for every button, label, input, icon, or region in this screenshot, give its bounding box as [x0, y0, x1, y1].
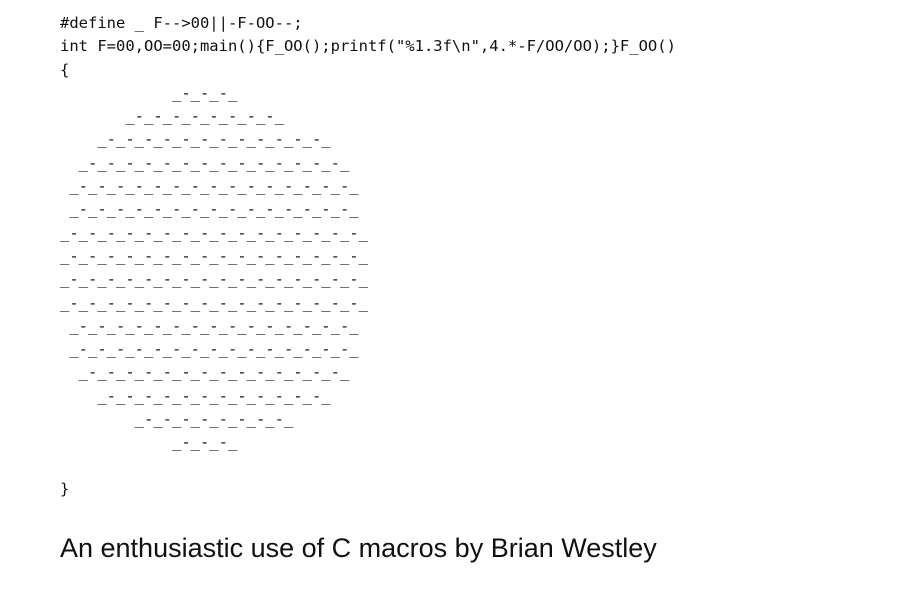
- code-line: _-_-_-_-_-_-_-_-_-_-_-_-_-_-_-_: [60, 340, 359, 359]
- code-line: #define _ F-->00||-F-OO--;: [60, 14, 303, 32]
- code-line: [60, 455, 676, 478]
- code-line: _-_-_-_-_-_-_-_-_-_-_-_-_-_-_-_-_: [60, 223, 368, 242]
- code-line: _-_-_-_: [60, 433, 238, 452]
- code-line: _-_-_-_-_-_-_-_-_: [60, 107, 284, 126]
- code-line: {: [60, 60, 70, 79]
- code-line: _-_-_-_-_-_-_-_-_-_-_-_-_-_-_: [60, 153, 350, 172]
- code-line: int F=00,OO=00;main(){F_OO();printf("%1.…: [60, 37, 676, 56]
- code-line: _-_-_-_-_-_-_-_-_-_-_-_-_-_-_-_-_: [60, 246, 368, 265]
- code-line: _-_-_-_-_-_-_-_-_-_-_-_-_-_-_: [60, 363, 350, 382]
- code-line: _-_-_-_-_-_-_-_-_-_-_-_-_: [60, 130, 331, 149]
- code-listing: #define _ F-->00||-F-OO--; int F=00,OO=00…: [60, 12, 676, 501]
- code-line: _-_-_-_-_-_-_-_-_-_-_-_-_: [60, 386, 331, 405]
- code-line: _-_-_-_-_-_-_-_-_-_-_-_-_-_-_-_-_: [60, 270, 368, 289]
- code-line: }: [60, 479, 70, 498]
- figure-caption: An enthusiastic use of C macros by Brian…: [60, 533, 657, 563]
- code-line: _-_-_-_-_-_-_-_-_-_-_-_-_-_-_-_: [60, 177, 359, 196]
- code-line: _-_-_-_-_-_-_-_-_-_-_-_-_-_-_-_: [60, 200, 359, 219]
- code-line: _-_-_-_: [60, 83, 238, 102]
- code-line: _-_-_-_-_-_-_-_-_: [60, 410, 294, 429]
- code-line: _-_-_-_-_-_-_-_-_-_-_-_-_-_-_-_-_: [60, 293, 368, 312]
- code-line: _-_-_-_-_-_-_-_-_-_-_-_-_-_-_-_: [60, 316, 359, 335]
